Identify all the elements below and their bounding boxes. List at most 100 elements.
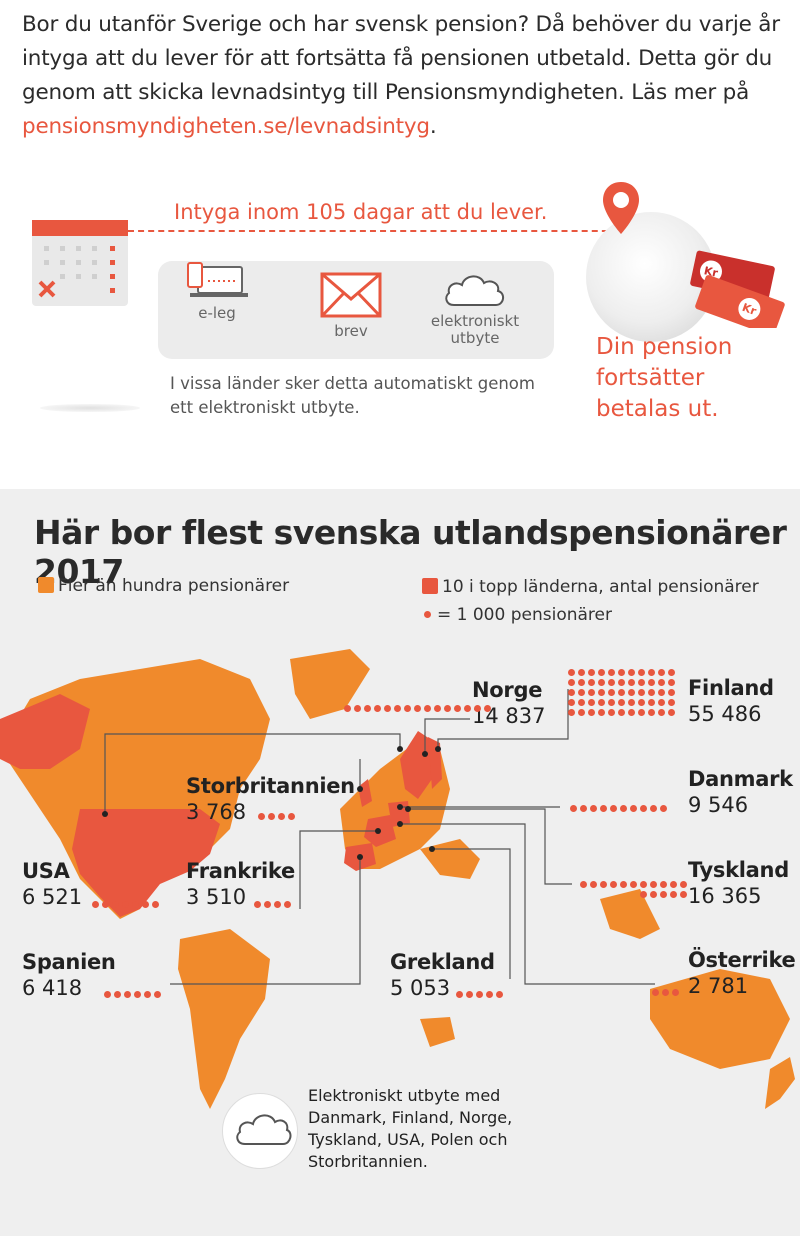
pensioner-dot [630,881,637,888]
process-headline: Intyga inom 105 dagar att du lever. [168,200,554,224]
method-electronic-label2: utbyte [450,329,500,347]
country-grekland: Grekland 5 053 [390,949,495,1001]
pensioner-dot [496,991,503,998]
pensioner-dot [640,805,647,812]
pensioner-dot [672,989,679,996]
pensioner-dot [610,805,617,812]
dots-storbritannien [258,813,298,823]
dots-tyskland [580,881,690,901]
pensioner-dot [102,901,109,908]
legend-red-swatch [422,578,438,594]
map-south-america [178,929,270,1109]
pensioner-dot [580,881,587,888]
map-greenland [290,649,370,719]
pensioner-dot [618,679,625,686]
pensioner-dot [618,669,625,676]
pensioner-dot [588,669,595,676]
pensioner-dot [578,669,585,676]
dots-usa [92,901,162,911]
country-osterrike-name: Österrike [688,948,796,972]
pensioner-dot [648,709,655,716]
pensioner-dot [608,669,615,676]
pensioner-dot [444,705,451,712]
connector-usa [104,733,401,814]
pensioner-dot [454,705,461,712]
envelope-icon [320,272,382,318]
country-grekland-name: Grekland [390,950,495,974]
method-electronic-label1: elektroniskt [430,312,520,330]
pensioner-dot [638,699,645,706]
pensioner-dot [476,991,483,998]
country-storbritannien: Storbritannien 3 768 [186,773,355,825]
connector-norge [424,718,470,754]
pensioner-dot [668,669,675,676]
pensioner-dot [434,705,441,712]
pensioner-dot [668,689,675,696]
country-frankrike: Frankrike 3 510 [186,858,295,910]
pensioner-dot [680,881,687,888]
pensioner-dot [648,689,655,696]
connector-grekland [432,848,511,979]
dots-grekland [456,991,506,1001]
legend-more-than-hundred-label: Fler än hundra pensionärer [58,576,290,596]
connector-frankrike [299,830,378,909]
pensioner-dot [354,705,361,712]
laptop-phone-icon [187,262,248,297]
pensioner-dot [92,901,99,908]
pensioner-dot [384,705,391,712]
pensioner-dot [680,891,687,898]
legend-dot [424,610,431,618]
country-storbritannien-name: Storbritannien [186,774,355,798]
country-spanien: Spanien 6 418 [22,949,116,1001]
pensioner-dot [598,709,605,716]
pensioner-dot [578,699,585,706]
country-norge: Norge 14 837 [472,677,545,729]
pensioner-dot [658,669,665,676]
map-south-africa [420,1017,455,1047]
dots-osterrike [652,989,682,999]
pensioner-dot [580,805,587,812]
automatic-note: I vissa länder sker detta automatiskt ge… [170,374,535,417]
calendar-shadow [40,404,140,412]
pensioner-dot [600,805,607,812]
pensioner-dot [152,901,159,908]
pensioner-dot [588,709,595,716]
pensioner-dot [638,669,645,676]
country-usa-name: USA [22,859,70,883]
levnadsintyg-link[interactable]: pensionsmyndigheten.se/levnadsintyg [22,114,430,139]
pensioner-dot [464,705,471,712]
pensioner-dot [590,805,597,812]
pensioner-dot [578,679,585,686]
pensioner-dot [466,991,473,998]
map-connectors [104,689,655,985]
country-osterrike-value: 2 781 [688,974,749,998]
pensioner-dot [404,705,411,712]
country-spanien-name: Spanien [22,950,116,974]
method-eleg: e-leg [184,261,250,322]
pensioner-dot [628,709,635,716]
pensioner-dot [628,699,635,706]
pensioner-dot [578,689,585,696]
pensioner-dot [618,689,625,696]
pensioner-dot [284,901,291,908]
pensioner-dot [588,679,595,686]
country-osterrike: Österrike 2 781 [688,947,796,999]
pensioner-dot [424,705,431,712]
dots-spanien [104,991,164,1001]
pensioner-dot [598,679,605,686]
pensioner-dot [638,679,645,686]
pensioner-dot [588,689,595,696]
pensioner-dot [258,813,265,820]
pensioner-dot [628,669,635,676]
bill-currency-2: Kr [740,301,758,318]
connector-osterrike [400,823,655,985]
dots-finland [568,669,678,719]
country-finland-name: Finland [688,676,774,700]
pensioner-dot [484,705,491,712]
intro-end: . [429,114,437,139]
result-line-2: fortsätter [596,365,705,391]
method-eleg-label: e-leg [198,304,236,322]
exchange-cloud-badge [222,1093,298,1169]
cloud-icon [236,1114,292,1145]
pensioner-dot [618,709,625,716]
